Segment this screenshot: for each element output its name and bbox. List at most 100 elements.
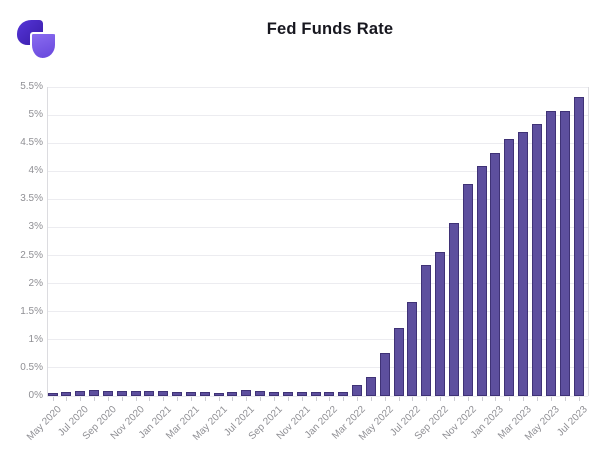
- chart-bar: [421, 265, 432, 396]
- x-axis-tick: [453, 397, 455, 401]
- x-axis-tick: [246, 397, 248, 401]
- chart-bar: [116, 390, 127, 396]
- chart-bar: [227, 391, 238, 396]
- chart-bar: [448, 222, 459, 396]
- x-axis-tick: [80, 397, 82, 401]
- x-axis-tick: [412, 397, 414, 401]
- y-axis-label: 0.5%: [20, 361, 43, 373]
- x-axis-tick: [273, 397, 275, 401]
- chart-bar: [47, 393, 58, 396]
- brand-logo[interactable]: [14, 17, 56, 59]
- gridline: [47, 311, 588, 313]
- chart-bar: [213, 392, 224, 396]
- chart-bar: [435, 252, 446, 396]
- x-axis-tick: [149, 397, 151, 401]
- chart-bar: [310, 391, 321, 396]
- y-axis-line: [47, 87, 48, 396]
- x-axis-tick: [94, 397, 96, 401]
- y-axis-label: 2%: [28, 277, 43, 289]
- y-axis-label: 5%: [28, 109, 43, 121]
- x-axis-tick: [218, 397, 220, 401]
- x-axis-tick: [467, 397, 469, 401]
- gridline: [47, 114, 588, 116]
- chart-bar: [407, 301, 418, 396]
- chart-bar: [241, 390, 252, 396]
- x-axis-tick: [287, 397, 289, 401]
- x-axis-tick: [509, 397, 511, 401]
- gridline: [47, 198, 588, 200]
- y-axis-label: 4%: [28, 165, 43, 177]
- x-axis-tick: [260, 397, 262, 401]
- chart-bar: [462, 183, 473, 396]
- x-axis-tick: [398, 397, 400, 401]
- chart-bar: [75, 390, 86, 396]
- chart-title: Fed Funds Rate: [266, 20, 394, 38]
- x-axis-tick: [66, 397, 68, 401]
- logo-petal-light-icon: [30, 32, 55, 58]
- chart-bar: [338, 391, 349, 396]
- chart-bar: [144, 390, 155, 396]
- x-axis-tick: [357, 397, 359, 401]
- chart-bar: [545, 110, 556, 396]
- x-axis-tick: [163, 397, 165, 401]
- x-axis-tick: [370, 397, 372, 401]
- x-axis-tick: [495, 397, 497, 401]
- y-axis-label: 4.5%: [20, 137, 43, 149]
- chart-bar: [352, 384, 363, 396]
- x-axis-tick: [52, 397, 54, 401]
- y-axis-label: 1.5%: [20, 305, 43, 317]
- gridline: [47, 339, 588, 341]
- gridline: [47, 283, 588, 285]
- fed-funds-rate-chart: 0% 0.5% 1% 1.5% 2% 2.5% 3% 3.5% 4% 4.5% 5% 5.5% May …: [20, 81, 589, 443]
- chart-bar: [324, 391, 335, 396]
- right-border-line: [588, 87, 589, 396]
- x-axis-tick: [440, 397, 442, 401]
- x-axis-tick: [481, 397, 483, 401]
- gridline: [47, 395, 588, 397]
- chart-bar: [255, 390, 266, 396]
- chart-bar: [296, 391, 307, 396]
- x-axis-tick: [315, 397, 317, 401]
- chart-bar: [531, 123, 542, 396]
- chart-bar: [393, 328, 404, 396]
- x-axis-tick: [177, 397, 179, 401]
- x-axis-tick: [190, 397, 192, 401]
- y-axis-label: 3.5%: [20, 193, 43, 205]
- gridline: [47, 255, 588, 257]
- chart-bar: [559, 110, 570, 396]
- chart-bar: [518, 131, 529, 396]
- x-axis-tick: [301, 397, 303, 401]
- y-axis-label: 5.5%: [20, 81, 43, 92]
- x-axis-tick: [343, 397, 345, 401]
- gridline: [47, 142, 588, 144]
- chart-bar: [172, 391, 183, 396]
- y-axis-label: 1%: [28, 333, 43, 345]
- chart-bar: [199, 392, 210, 396]
- x-axis-tick: [523, 397, 525, 401]
- x-axis-tick: [135, 397, 137, 401]
- chart-bar: [379, 352, 390, 396]
- chart-bar: [158, 390, 169, 396]
- chart-bar: [282, 391, 293, 396]
- y-axis-label: 2.5%: [20, 249, 43, 261]
- chart-bar: [89, 390, 100, 396]
- x-axis-tick: [384, 397, 386, 401]
- x-axis-tick: [107, 397, 109, 401]
- chart-bar: [102, 390, 113, 396]
- x-axis-tick: [426, 397, 428, 401]
- x-axis-tick: [204, 397, 206, 401]
- x-axis-tick: [564, 397, 566, 401]
- x-axis-tick: [536, 397, 538, 401]
- y-axis-label: 3%: [28, 221, 43, 233]
- gridline: [47, 226, 588, 228]
- chart-bar: [504, 139, 515, 396]
- chart-bar: [130, 390, 141, 396]
- gridline: [47, 367, 588, 369]
- x-axis-tick: [578, 397, 580, 401]
- x-axis-tick: [232, 397, 234, 401]
- chart-bar: [185, 392, 196, 396]
- gridline: [47, 86, 588, 88]
- chart-bar: [490, 152, 501, 396]
- x-axis-tick: [121, 397, 123, 401]
- x-axis-tick: [550, 397, 552, 401]
